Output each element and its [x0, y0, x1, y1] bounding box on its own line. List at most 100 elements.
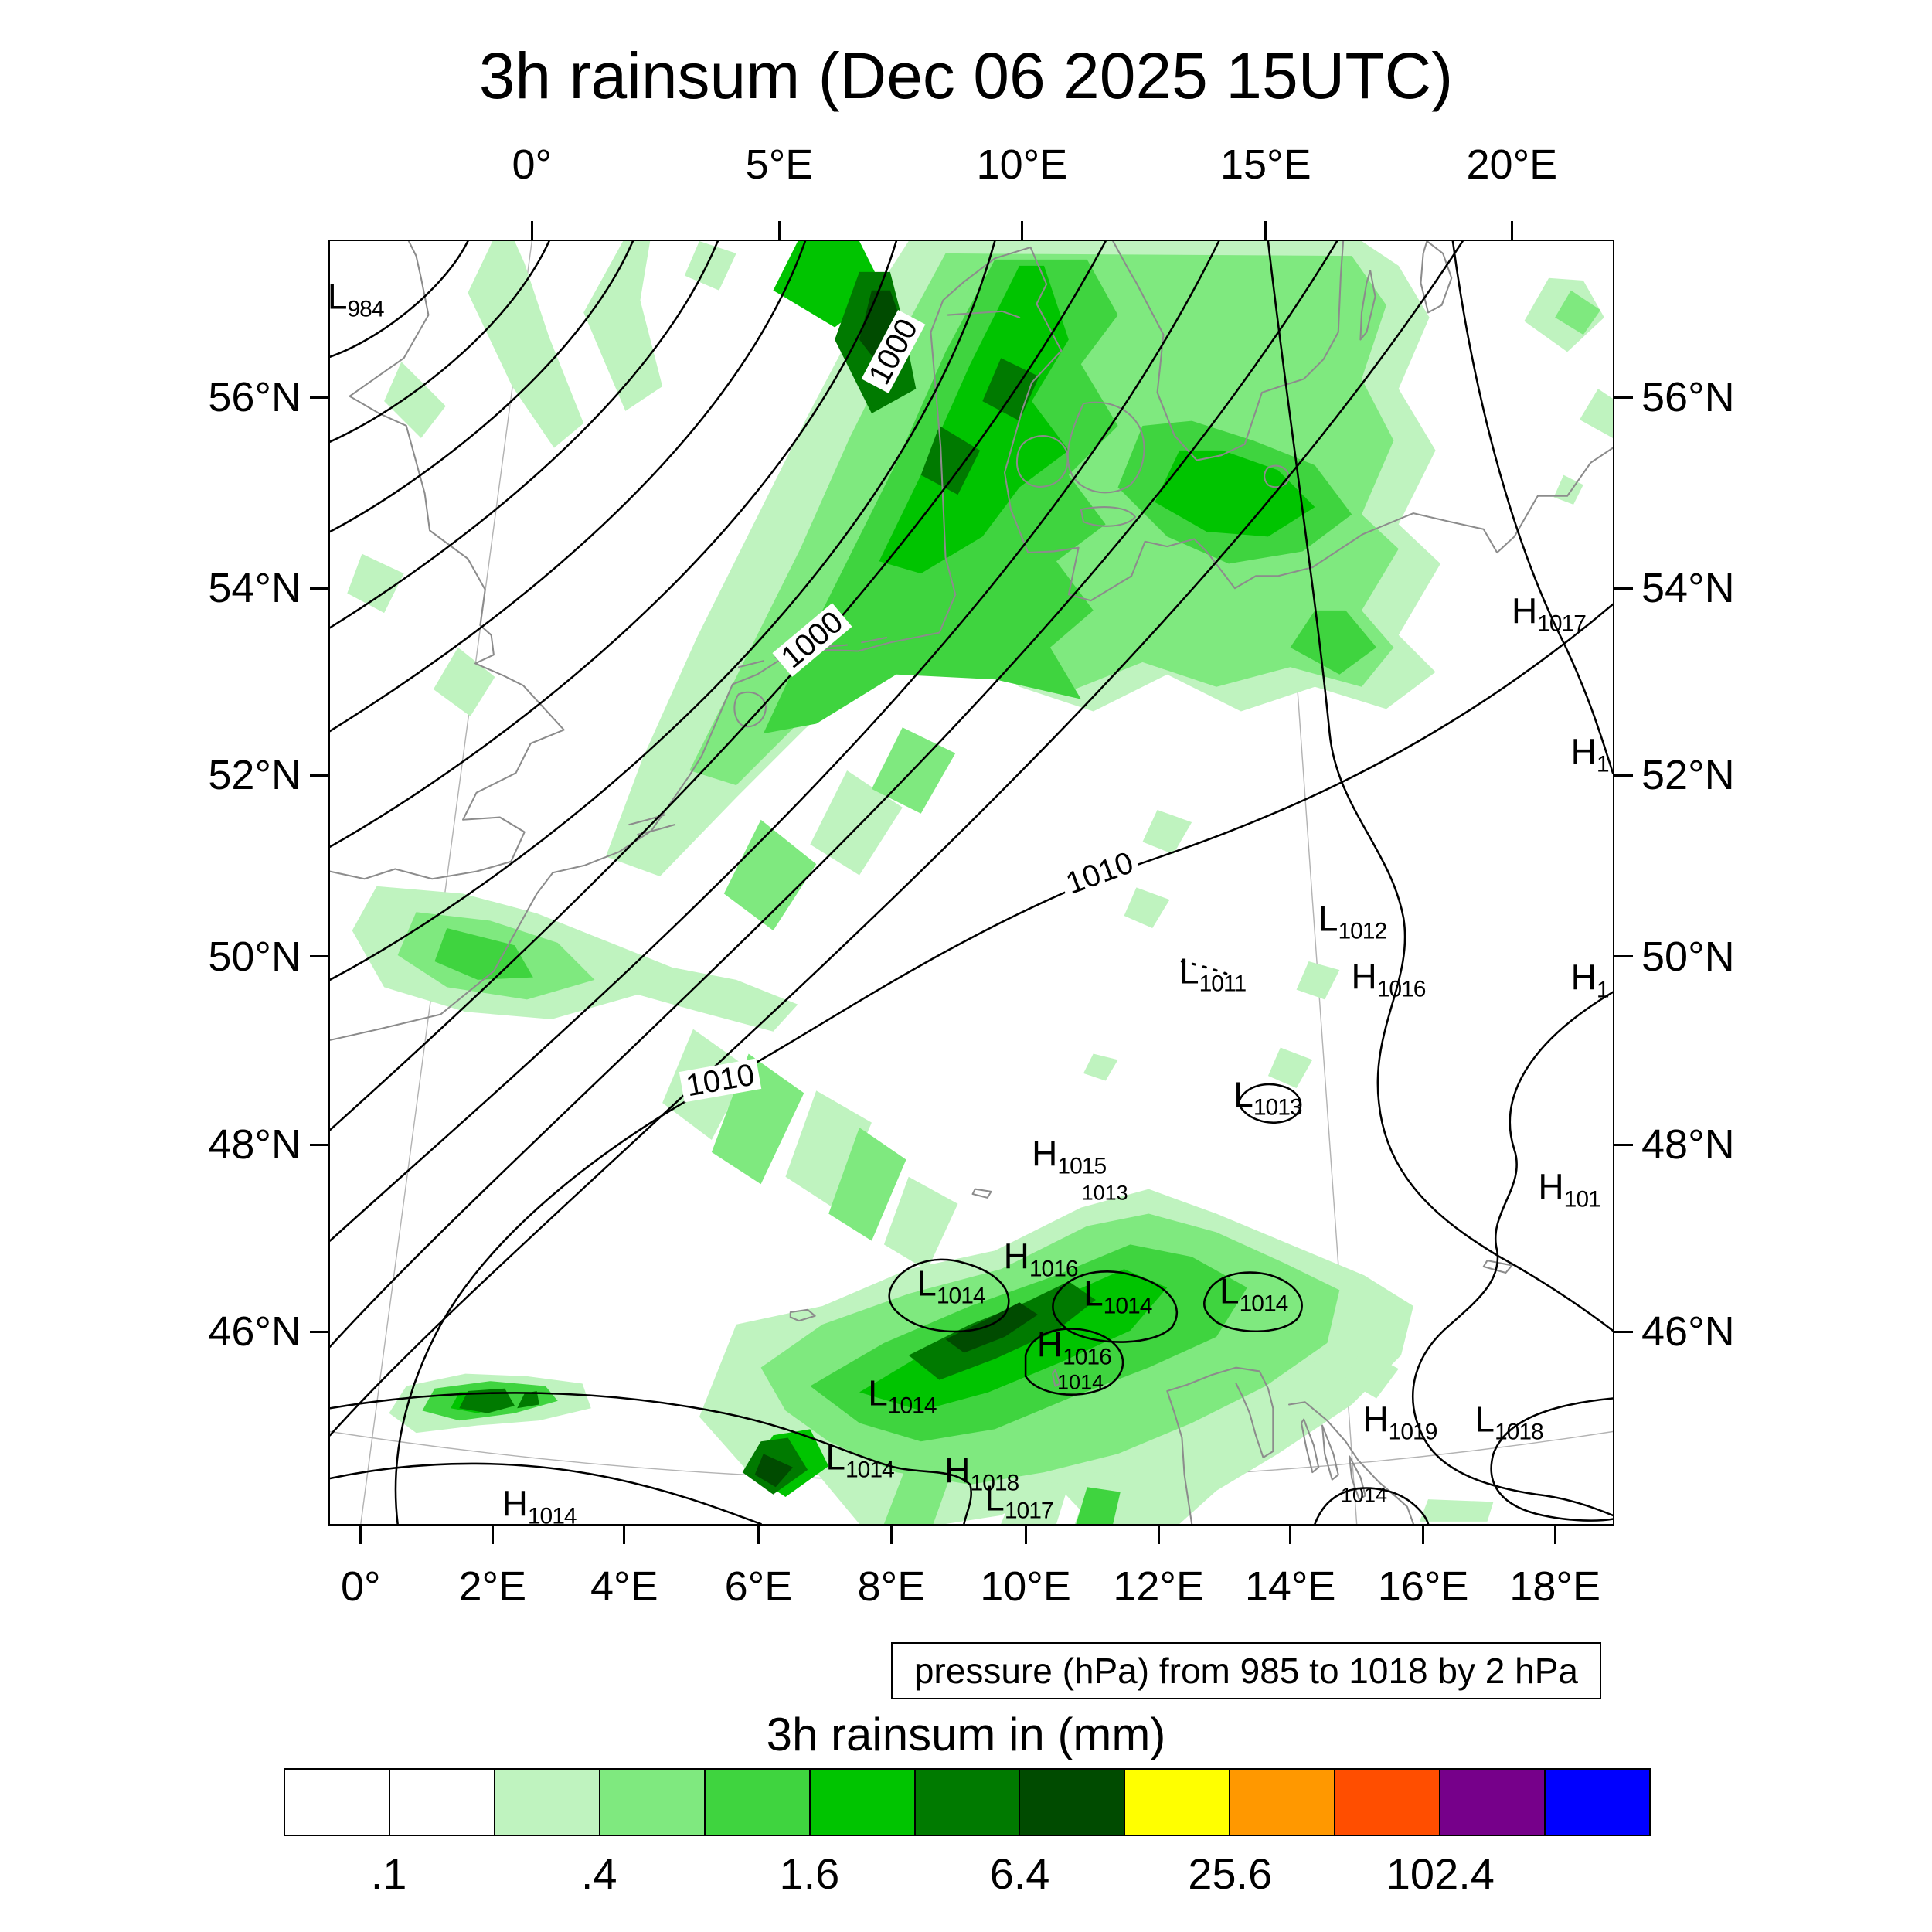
colorbar-tick-.4: .4: [580, 1849, 617, 1898]
colorbar-tick-6.4: 6.4: [989, 1849, 1050, 1898]
pressure-letter: H: [502, 1483, 528, 1524]
tick-label-right-2: 52°N: [1641, 752, 1735, 799]
tick-left-4: [310, 1143, 328, 1146]
tick-top-2: [1020, 221, 1023, 240]
pressure-letter: H: [944, 1450, 971, 1491]
colorbar-segment-2: [493, 1768, 600, 1836]
tick-bottom-8: [1422, 1526, 1425, 1544]
tick-bottom-1: [491, 1526, 494, 1544]
tick-bottom-0: [359, 1526, 362, 1544]
pressure-letter: L: [917, 1262, 937, 1303]
tick-top-0: [530, 221, 533, 240]
pressure-letter: L: [1219, 1270, 1240, 1311]
tick-label-top-3: 15°E: [1219, 141, 1311, 188]
tick-bottom-7: [1289, 1526, 1292, 1544]
tick-left-2: [310, 774, 328, 777]
contour-small-label-1014-20: 1014: [1057, 1370, 1104, 1394]
pressure-center-H-1-6: H1: [1570, 731, 1610, 778]
tick-left-5: [310, 1330, 328, 1333]
tick-bottom-2: [623, 1526, 626, 1544]
contour-label-1010-3: 1010: [1057, 845, 1142, 902]
pressure-center-H-1018-25: H1018: [944, 1449, 1019, 1496]
colorbar-tick-25.6: 25.6: [1188, 1849, 1273, 1898]
pressure-value: 101: [1563, 1186, 1601, 1213]
colorbar-segment-6: [913, 1768, 1021, 1836]
tick-label-bottom-8: 16°E: [1377, 1563, 1469, 1610]
tick-right-4: [1614, 1143, 1633, 1146]
page-title: 3h rainsum (Dec 06 2025 15UTC): [478, 39, 1454, 112]
pressure-letter: H: [1036, 1324, 1063, 1365]
tick-label-left-5: 46°N: [208, 1308, 301, 1355]
pressure-letter: L: [1233, 1073, 1253, 1114]
pressure-letter: L: [1083, 1273, 1104, 1314]
pressure-letter: L: [868, 1372, 888, 1413]
pressure-center-H-1-10: H1: [1570, 957, 1610, 1004]
pressure-value: 1014: [845, 1457, 895, 1483]
pressure-caption: pressure (hPa) from 985 to 1018 by 2 hPa: [890, 1642, 1601, 1699]
tick-label-left-2: 52°N: [208, 752, 301, 799]
pressure-value: 1017: [1537, 611, 1587, 637]
pressure-center-L-1014-16: L1014: [917, 1262, 985, 1309]
pressure-center-L-1012-7: L1012: [1318, 898, 1387, 945]
pressure-letter: H: [1032, 1133, 1058, 1174]
tick-label-top-0: 0°: [512, 141, 553, 188]
pressure-letter: H: [1362, 1398, 1389, 1439]
pressure-center-H-101-14: H101: [1538, 1165, 1600, 1213]
pressure-center-H-1019-22: H1019: [1362, 1398, 1437, 1445]
pressure-value: 1012: [1338, 918, 1387, 944]
pressure-letter: H: [1570, 731, 1597, 772]
pressure-letter: H: [1512, 590, 1538, 631]
pressure-center-H-1017-5: H1017: [1512, 590, 1587, 637]
colorbar-title: 3h rainsum in (mm): [766, 1709, 1166, 1760]
map-frame: L984 1000 1000 1010 1010 H1017 H1 L1012 L1011 H10…: [328, 240, 1614, 1526]
colorbar-segment-4: [703, 1768, 811, 1836]
pressure-value: 1019: [1388, 1418, 1438, 1444]
tick-bottom-3: [757, 1526, 760, 1544]
contour-small-label-1014-28: 1014: [1340, 1483, 1387, 1507]
map-canvas: [330, 241, 1613, 1524]
tick-label-bottom-2: 4°E: [590, 1563, 658, 1610]
tick-label-bottom-4: 8°E: [857, 1563, 926, 1610]
pressure-center-H-1014-27: H1014: [502, 1483, 577, 1526]
pressure-letter: H: [1570, 957, 1597, 998]
colorbar-segment-10: [1334, 1768, 1441, 1836]
colorbar-segment-7: [1019, 1768, 1126, 1836]
pressure-center-H-1016-9: H1016: [1352, 955, 1427, 1002]
pressure-value: 1018: [1494, 1418, 1544, 1444]
pressure-value: 1014: [527, 1503, 577, 1526]
pressure-letter: L: [1318, 898, 1338, 939]
pressure-value: 1015: [1057, 1153, 1107, 1179]
pressure-center-H-1015-12: H1015: [1032, 1132, 1107, 1179]
tick-left-0: [310, 396, 328, 399]
pressure-value: 1014: [1239, 1290, 1289, 1316]
tick-top-3: [1264, 221, 1267, 240]
pressure-value: 1016: [1029, 1256, 1079, 1282]
tick-top-4: [1510, 221, 1513, 240]
tick-bottom-4: [889, 1526, 893, 1544]
tick-label-bottom-6: 12°E: [1113, 1563, 1205, 1610]
tick-label-top-1: 5°E: [745, 141, 814, 188]
tick-label-right-3: 50°N: [1641, 933, 1735, 980]
tick-label-bottom-7: 14°E: [1244, 1563, 1336, 1610]
pressure-value: 984: [347, 296, 384, 322]
colorbar-tick-labels: .1 .4 1.6 6.4 25.6 102.4: [284, 1849, 1651, 1903]
tick-label-right-1: 54°N: [1641, 565, 1735, 612]
contour-label-1000-1: 1000: [861, 309, 926, 393]
tick-label-left-0: 56°N: [208, 374, 301, 421]
tick-label-right-5: 46°N: [1641, 1308, 1735, 1355]
tick-bottom-5: [1024, 1526, 1027, 1544]
pressure-letter: L: [1179, 951, 1199, 992]
colorbar-segment-1: [388, 1768, 495, 1836]
tick-right-5: [1614, 1330, 1633, 1333]
tick-right-3: [1614, 955, 1633, 958]
pressure-center-H-1016-19: H1016: [1036, 1324, 1112, 1371]
pressure-center-L-1014-24: L1014: [825, 1437, 895, 1484]
tick-label-left-1: 54°N: [208, 565, 301, 612]
pressure-center-L-1014-17: L1014: [1083, 1272, 1153, 1319]
pressure-letter: H: [1003, 1236, 1029, 1277]
pressure-value: 1014: [1103, 1293, 1153, 1319]
pressure-value: 1016: [1063, 1344, 1112, 1370]
colorbar-tick-1.6: 1.6: [779, 1849, 840, 1898]
pressure-center-H-1016-15: H1016: [1003, 1235, 1079, 1282]
pressure-value: 1018: [970, 1470, 1020, 1496]
